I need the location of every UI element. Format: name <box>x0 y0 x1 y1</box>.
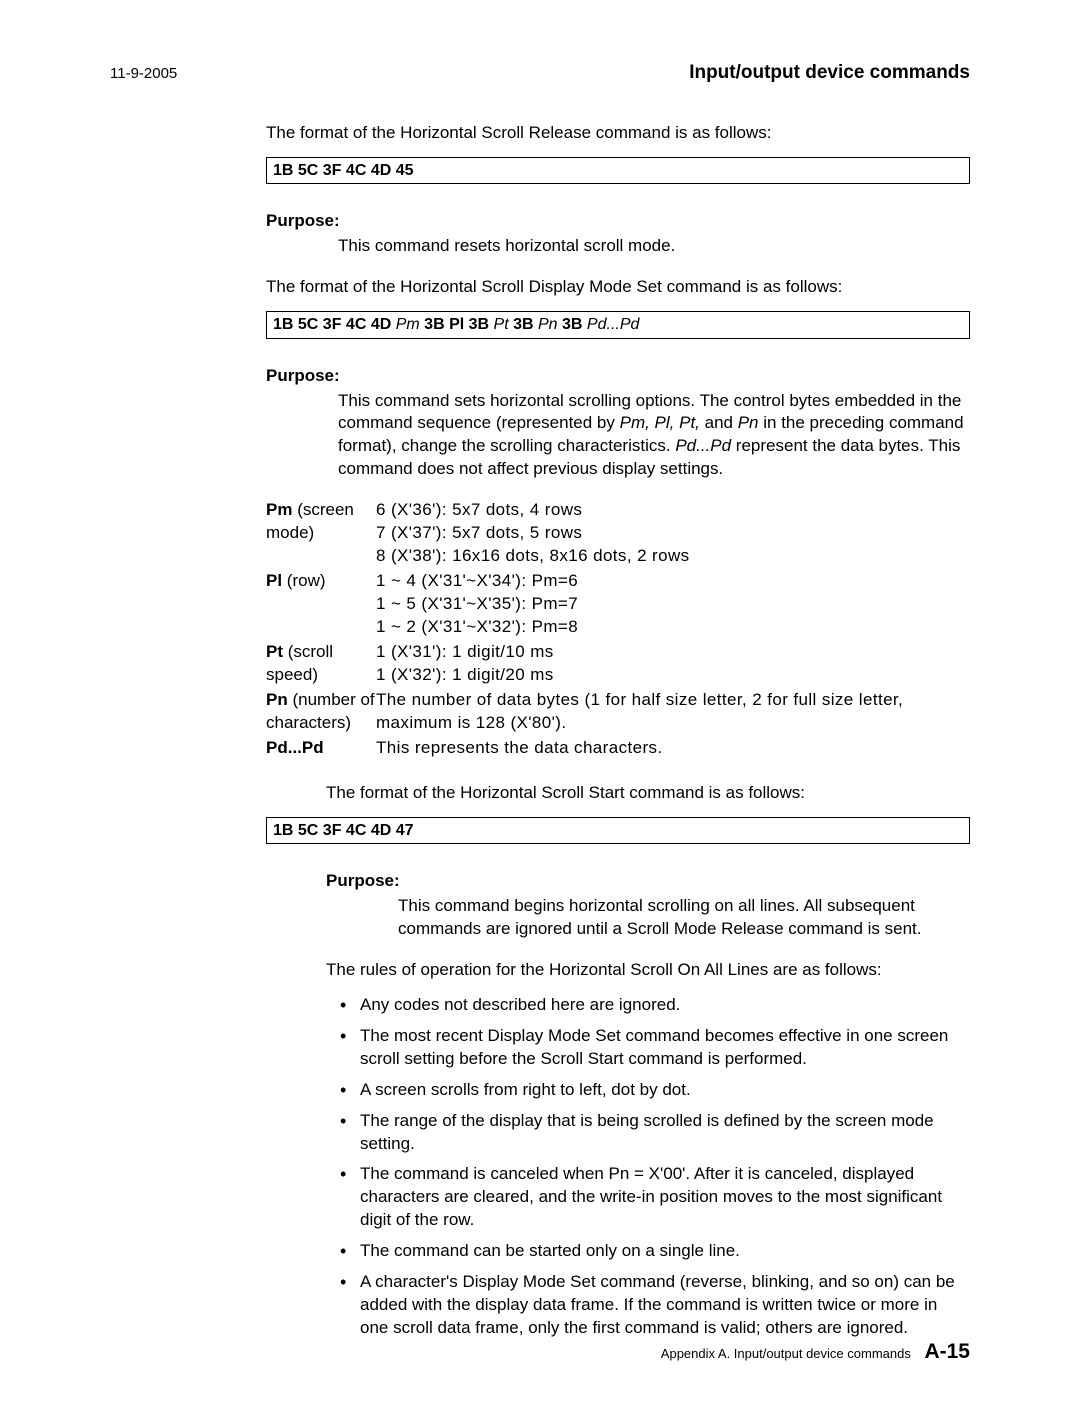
content-area: The format of the Horizontal Scroll Rele… <box>266 122 970 1340</box>
p2b: and <box>700 413 738 432</box>
footer-page-number: A-15 <box>924 1340 970 1363</box>
pn-d1: The number of data bytes (1 for half siz… <box>376 689 970 735</box>
section1-cmd: 1B 5C 3F 4C 4D 45 <box>273 162 414 179</box>
pl-b: Pl <box>266 571 282 590</box>
footer-text: Appendix A. Input/output device commands <box>661 1346 911 1361</box>
pl-rest: (row) <box>282 571 325 590</box>
param-pd: Pd...Pd This represents the data charact… <box>266 737 970 760</box>
pm-d1: 6 (X'36'): 5x7 dots, 4 rows <box>376 499 970 522</box>
header-date: 11-9-2005 <box>110 64 177 84</box>
section3-intro: The format of the Horizontal Scroll Star… <box>326 782 970 805</box>
p2i2: Pn <box>738 413 759 432</box>
section2-intro: The format of the Horizontal Scroll Disp… <box>266 276 970 299</box>
pm-d3: 8 (X'38'): 16x16 dots, 8x16 dots, 2 rows <box>376 545 970 568</box>
pm-b: Pm <box>266 500 292 519</box>
cmd-i4: Pd...Pd <box>587 316 639 333</box>
rule-4: The range of the display that is being s… <box>340 1110 970 1156</box>
section1-purpose: Purpose: This command resets horizontal … <box>266 210 970 258</box>
param-pl: Pl (row) 1 ~ 4 (X'31'~X'34'): Pm=6 1 ~ 5… <box>266 570 970 639</box>
page: 11-9-2005 Input/output device commands T… <box>0 0 1080 1408</box>
section1-purpose-text: This command resets horizontal scroll mo… <box>338 235 970 258</box>
page-footer: Appendix A. Input/output device commands… <box>661 1338 970 1366</box>
p2i1: Pm, Pl, Pt, <box>620 413 700 432</box>
pl-d2: 1 ~ 5 (X'31'~X'35'): Pm=7 <box>376 593 970 616</box>
param-pm-desc: 6 (X'36'): 5x7 dots, 4 rows 7 (X'37'): 5… <box>376 499 970 568</box>
rule-6: The command can be started only on a sin… <box>340 1240 970 1263</box>
page-header: 11-9-2005 Input/output device commands <box>110 60 970 86</box>
cmd-i3: Pn <box>538 316 562 333</box>
section3-cmd: 1B 5C 3F 4C 4D 47 <box>273 822 414 839</box>
rule-3: A screen scrolls from right to left, dot… <box>340 1079 970 1102</box>
param-pn-desc: The number of data bytes (1 for half siz… <box>376 689 970 735</box>
param-pm: Pm (screen mode) 6 (X'36'): 5x7 dots, 4 … <box>266 499 970 568</box>
parameter-table: Pm (screen mode) 6 (X'36'): 5x7 dots, 4 … <box>266 499 970 759</box>
pl-d1: 1 ~ 4 (X'31'~X'34'): Pm=6 <box>376 570 970 593</box>
param-pd-name: Pd...Pd <box>266 737 376 760</box>
pd-d1: This represents the data characters. <box>376 737 970 760</box>
param-pn: Pn (number of characters) The number of … <box>266 689 970 735</box>
cmd-b1: 3B Pl 3B <box>424 316 493 333</box>
pt-d1: 1 (X'31'): 1 digit/10 ms <box>376 641 970 664</box>
param-pm-name: Pm (screen mode) <box>266 499 376 545</box>
param-pt-desc: 1 (X'31'): 1 digit/10 ms 1 (X'32'): 1 di… <box>376 641 970 687</box>
section3-purpose: Purpose: This command begins horizontal … <box>326 870 970 941</box>
pd-b: Pd...Pd <box>266 738 324 757</box>
cmd-b3: 3B <box>562 316 587 333</box>
section3-rules-intro: The rules of operation for the Horizonta… <box>326 959 970 982</box>
pn-b: Pn <box>266 690 288 709</box>
rule-1: Any codes not described here are ignored… <box>340 994 970 1017</box>
section1-command-box: 1B 5C 3F 4C 4D 45 <box>266 157 970 185</box>
section1-intro: The format of the Horizontal Scroll Rele… <box>266 122 970 145</box>
param-pd-desc: This represents the data characters. <box>376 737 970 760</box>
section3-purpose-text: This command begins horizontal scrolling… <box>398 895 970 941</box>
section3-command-box: 1B 5C 3F 4C 4D 47 <box>266 817 970 845</box>
pt-d2: 1 (X'32'): 1 digit/20 ms <box>376 664 970 687</box>
rules-list: Any codes not described here are ignored… <box>326 994 970 1340</box>
param-pl-name: Pl (row) <box>266 570 376 593</box>
section2-purpose-label: Purpose: <box>266 365 970 388</box>
cmd-i1: Pm <box>396 316 424 333</box>
section2-command-box: 1B 5C 3F 4C 4D Pm 3B Pl 3B Pt 3B Pn 3B P… <box>266 311 970 339</box>
param-pt: Pt (scroll speed) 1 (X'31'): 1 digit/10 … <box>266 641 970 687</box>
pl-d3: 1 ~ 2 (X'31'~X'32'): Pm=8 <box>376 616 970 639</box>
rule-5: The command is canceled when Pn = X'00'.… <box>340 1163 970 1232</box>
section2-purpose: Purpose: This command sets horizontal sc… <box>266 365 970 482</box>
cmd-i2: Pt <box>494 316 514 333</box>
pm-d2: 7 (X'37'): 5x7 dots, 5 rows <box>376 522 970 545</box>
header-title: Input/output device commands <box>689 60 970 86</box>
param-pt-name: Pt (scroll speed) <box>266 641 376 687</box>
section1-purpose-label: Purpose: <box>266 210 970 233</box>
rule-7: A character's Display Mode Set command (… <box>340 1271 970 1340</box>
pt-b: Pt <box>266 642 283 661</box>
section3-body: Purpose: This command begins horizontal … <box>326 870 970 1340</box>
param-pl-desc: 1 ~ 4 (X'31'~X'34'): Pm=6 1 ~ 5 (X'31'~X… <box>376 570 970 639</box>
cmd-b2: 3B <box>513 316 538 333</box>
section3-purpose-label: Purpose: <box>326 870 970 893</box>
param-pn-name: Pn (number of characters) <box>266 689 376 735</box>
rule-2: The most recent Display Mode Set command… <box>340 1025 970 1071</box>
section2-purpose-text: This command sets horizontal scrolling o… <box>338 390 970 482</box>
section3-block: The format of the Horizontal Scroll Star… <box>326 782 970 805</box>
p2i3: Pd...Pd <box>675 436 731 455</box>
cmd-b-pre1: 1B 5C 3F 4C 4D <box>273 316 396 333</box>
